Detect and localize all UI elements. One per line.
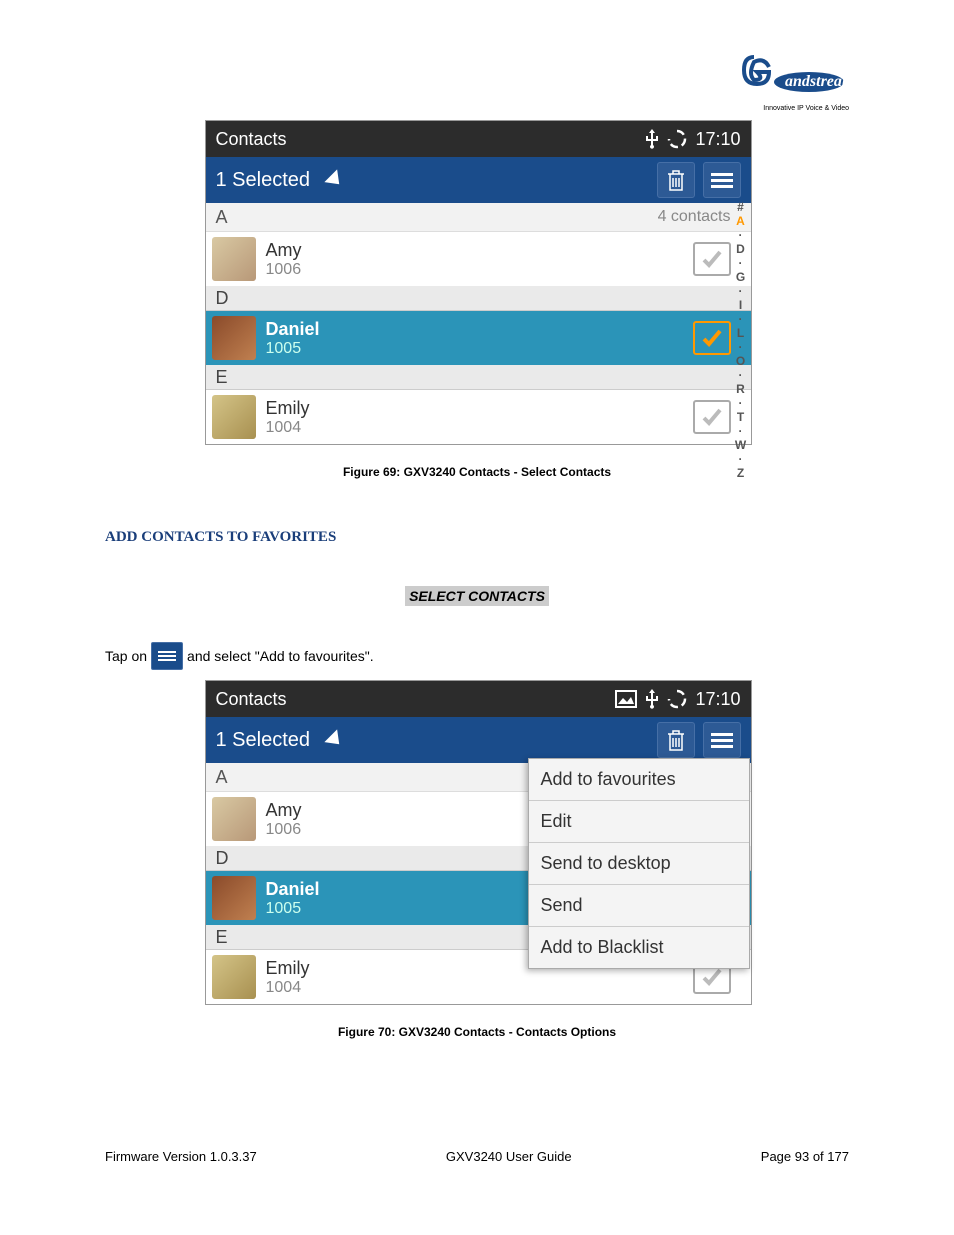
contacts-count: 4 contacts: [658, 208, 741, 226]
section-header-d: D: [206, 286, 751, 311]
contact-number: 1005: [266, 340, 693, 358]
selection-count: 1 Selected: [216, 169, 311, 192]
figure-caption-2: Figure 70: GXV3240 Contacts - Contacts O…: [105, 1025, 849, 1039]
section-header-e: E: [206, 365, 751, 390]
menu-add-favourites[interactable]: Add to favourites: [529, 759, 749, 801]
menu-send-desktop[interactable]: Send to desktop: [529, 843, 749, 885]
page-footer: Firmware Version 1.0.3.37 GXV3240 User G…: [105, 1149, 849, 1164]
alpha-index-bar[interactable]: # A · D · G · I · L · O · R · T · W · Z: [734, 200, 748, 480]
footer-firmware: Firmware Version 1.0.3.37: [105, 1149, 257, 1164]
section-heading: ADD CONTACTS TO FAVORITES: [105, 529, 849, 546]
checkbox[interactable]: [693, 321, 731, 355]
picture-icon: [615, 690, 637, 708]
contact-number: 1006: [266, 261, 693, 279]
dropdown-indicator-icon[interactable]: [324, 729, 345, 750]
contact-row[interactable]: Emily 1004: [206, 390, 751, 444]
avatar: [212, 797, 256, 841]
avatar: [212, 955, 256, 999]
menu-send[interactable]: Send: [529, 885, 749, 927]
menu-button[interactable]: [703, 722, 741, 758]
selection-bar: 1 Selected: [206, 157, 751, 203]
dropdown-indicator-icon[interactable]: [324, 169, 345, 190]
delete-button[interactable]: [657, 162, 695, 198]
contact-name: Emily: [266, 398, 693, 419]
brand-logo: andstream Innovative IP Voice & Video: [739, 52, 849, 112]
trash-icon: [665, 168, 687, 192]
svg-text:andstream: andstream: [785, 73, 849, 90]
status-bar: Contacts 17:10: [206, 681, 751, 717]
menu-add-blacklist[interactable]: Add to Blacklist: [529, 927, 749, 968]
contact-row[interactable]: Amy 1006: [206, 232, 751, 286]
contact-name: Daniel: [266, 319, 693, 340]
clock-time: 17:10: [695, 129, 740, 150]
app-title: Contacts: [216, 129, 646, 150]
footer-page: Page 93 of 177: [761, 1149, 849, 1164]
sub-heading: SELECT CONTACTS: [405, 586, 549, 606]
contact-number: 1004: [266, 979, 693, 997]
usb-icon: [645, 129, 659, 149]
menu-mini-icon: [151, 642, 183, 670]
avatar: [212, 316, 256, 360]
checkbox[interactable]: [693, 400, 731, 434]
delete-button[interactable]: [657, 722, 695, 758]
options-menu: Add to favourites Edit Send to desktop S…: [528, 758, 750, 969]
checkbox[interactable]: [693, 242, 731, 276]
hamburger-icon: [711, 170, 733, 191]
status-bar: Contacts 17:10: [206, 121, 751, 157]
contact-number: 1004: [266, 419, 693, 437]
avatar: [212, 237, 256, 281]
menu-edit[interactable]: Edit: [529, 801, 749, 843]
instruction-text: Tap on and select "Add to favourites".: [105, 642, 849, 670]
trash-icon: [665, 728, 687, 752]
hamburger-icon: [158, 649, 176, 663]
selection-bar: 1 Selected: [206, 717, 751, 763]
loading-icon: [667, 689, 687, 709]
loading-icon: [667, 129, 687, 149]
hamburger-icon: [711, 730, 733, 751]
selection-count: 1 Selected: [216, 729, 311, 752]
avatar: [212, 395, 256, 439]
avatar: [212, 876, 256, 920]
contact-row[interactable]: Daniel 1005: [206, 311, 751, 365]
logo-tagline: Innovative IP Voice & Video: [739, 105, 849, 112]
menu-button[interactable]: [703, 162, 741, 198]
usb-icon: [645, 689, 659, 709]
contact-name: Amy: [266, 240, 693, 261]
app-title: Contacts: [216, 689, 616, 710]
screenshot-contacts-options: Contacts 17:10 1 Selected: [205, 680, 750, 1005]
screenshot-select-contacts: Contacts 17:10 1 Selected: [205, 120, 750, 445]
section-header-a: A 4 contacts: [206, 203, 751, 232]
clock-time: 17:10: [695, 689, 740, 710]
footer-title: GXV3240 User Guide: [446, 1149, 572, 1164]
